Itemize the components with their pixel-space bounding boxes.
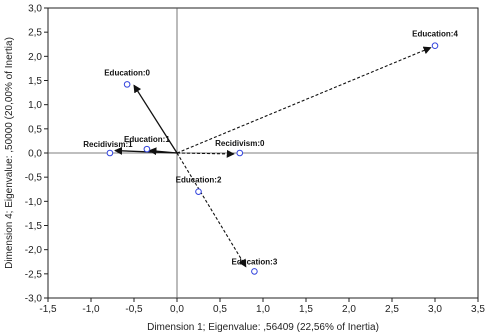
vector-arrow bbox=[176, 149, 235, 158]
y-tick-label: -3,0 bbox=[25, 294, 43, 305]
x-axis-title: Dimension 1; Eigenvalue: ,56409 (22,56% … bbox=[147, 322, 379, 333]
vector-arrow bbox=[133, 84, 178, 154]
category-point bbox=[251, 268, 258, 275]
category-point bbox=[143, 145, 151, 153]
y-axis-title: Dimension 4; Eigenvalue: ,50000 (20,00% … bbox=[4, 37, 15, 269]
x-tick-label: 2,5 bbox=[385, 304, 399, 315]
category-label: Recidivism:0 bbox=[215, 139, 265, 148]
category-point bbox=[123, 81, 131, 88]
category-label: Education:1 bbox=[124, 135, 170, 144]
y-tick-label: 1,5 bbox=[28, 76, 42, 87]
y-tick-label: 2,5 bbox=[28, 28, 42, 39]
y-tick-label: -0,5 bbox=[25, 173, 43, 184]
category-label: Education:3 bbox=[232, 257, 278, 266]
x-tick-label: -0,5 bbox=[125, 304, 143, 315]
y-tick-label: 0,5 bbox=[28, 124, 42, 135]
category-point bbox=[431, 42, 439, 50]
category-point bbox=[106, 149, 114, 157]
y-tick-label: -2,5 bbox=[25, 269, 43, 280]
category-label: Education:2 bbox=[176, 176, 222, 185]
x-tick-label: 3,5 bbox=[471, 304, 485, 315]
y-tick-label: -1,0 bbox=[25, 197, 43, 208]
category-label: Education:0 bbox=[104, 68, 150, 77]
x-tick-label: -1,0 bbox=[82, 304, 100, 315]
x-tick-label: 2,0 bbox=[342, 304, 356, 315]
category-label: Recidivism:1 bbox=[83, 140, 133, 149]
x-tick-label: 1,0 bbox=[256, 304, 270, 315]
x-tick-label: 0,5 bbox=[213, 304, 227, 315]
category-label: Education:4 bbox=[412, 30, 458, 39]
y-tick-label: -1,5 bbox=[25, 221, 43, 232]
category-point bbox=[236, 149, 244, 157]
y-tick-label: -2,0 bbox=[25, 245, 43, 256]
x-tick-label: -1,5 bbox=[39, 304, 57, 315]
x-tick-label: 3,0 bbox=[428, 304, 442, 315]
category-point bbox=[195, 188, 202, 195]
y-tick-label: 0,0 bbox=[28, 149, 42, 160]
x-tick-label: 1,5 bbox=[299, 304, 313, 315]
vector-arrow bbox=[176, 46, 432, 154]
y-tick-label: 1,0 bbox=[28, 100, 42, 111]
y-tick-label: 3,0 bbox=[28, 4, 42, 15]
vector-arrow bbox=[176, 152, 247, 268]
y-tick-label: 2,0 bbox=[28, 52, 42, 63]
x-tick-label: 0,0 bbox=[170, 304, 184, 315]
